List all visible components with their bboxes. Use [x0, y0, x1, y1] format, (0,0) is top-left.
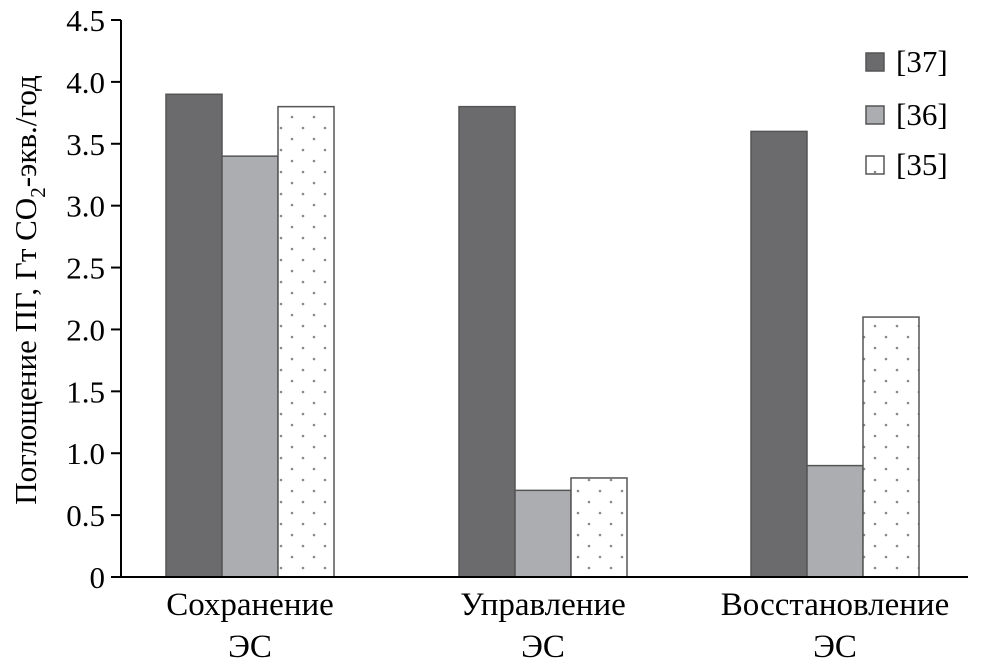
x-category-label: ЭС: [813, 629, 857, 665]
legend-label-1: [36]: [896, 97, 948, 132]
y-tick-label: 3.0: [66, 189, 105, 224]
y-axis-title-unit: -экв./год: [8, 75, 43, 187]
y-tick-label: 1.0: [66, 436, 105, 471]
x-category-label: Сохранение: [166, 587, 334, 623]
x-labels-group: Сохранение ЭС Управление ЭС Восстановление ЭС: [166, 587, 949, 665]
y-axis-title-subscript: 2: [26, 187, 50, 198]
y-tick-label: 3.5: [66, 127, 105, 162]
y-tick-label: 2.0: [66, 312, 105, 347]
y-ticks-group: 0 0.5 1.0 1.5 2.0 2.5 3.0 3.5 4.0 4.5: [66, 3, 121, 595]
legend: [37] [36] [35]: [865, 44, 948, 182]
legend-swatch-0: [865, 52, 885, 72]
bar-series-2-category-2: [862, 316, 920, 578]
x-category-label: ЭС: [521, 629, 565, 665]
y-tick-label: 0: [90, 560, 106, 595]
y-tick-label: 0.5: [66, 498, 105, 533]
y-axis-title-main: Поглощение ПГ, Гт CO: [8, 198, 43, 505]
x-category-label: Восстановление: [721, 587, 950, 623]
legend-label-0: [37]: [896, 44, 948, 79]
x-category-label: Управление: [460, 587, 626, 623]
y-tick-label: 4.0: [66, 65, 105, 100]
y-tick-label: 2.5: [66, 251, 105, 286]
bars-group: [165, 93, 920, 578]
y-axis-title: Поглощение ПГ, Гт CO2-экв./год: [8, 75, 50, 505]
legend-swatch-2: [865, 155, 885, 175]
bar-series-1-category-2: [806, 464, 864, 578]
legend-swatch-1: [865, 105, 885, 125]
bar-series-1-category-0: [221, 155, 279, 578]
bar-series-0-category-1: [458, 105, 516, 578]
bar-series-2-category-1: [570, 477, 628, 578]
bar-series-0-category-0: [165, 93, 223, 578]
bar-series-0-category-2: [750, 130, 808, 578]
bar-series-2-category-0: [277, 105, 335, 578]
legend-label-2: [35]: [896, 147, 948, 182]
y-tick-label: 1.5: [66, 374, 105, 409]
y-tick-label: 4.5: [66, 3, 105, 38]
x-category-label: ЭС: [228, 629, 272, 665]
bar-series-1-category-1: [514, 489, 572, 578]
